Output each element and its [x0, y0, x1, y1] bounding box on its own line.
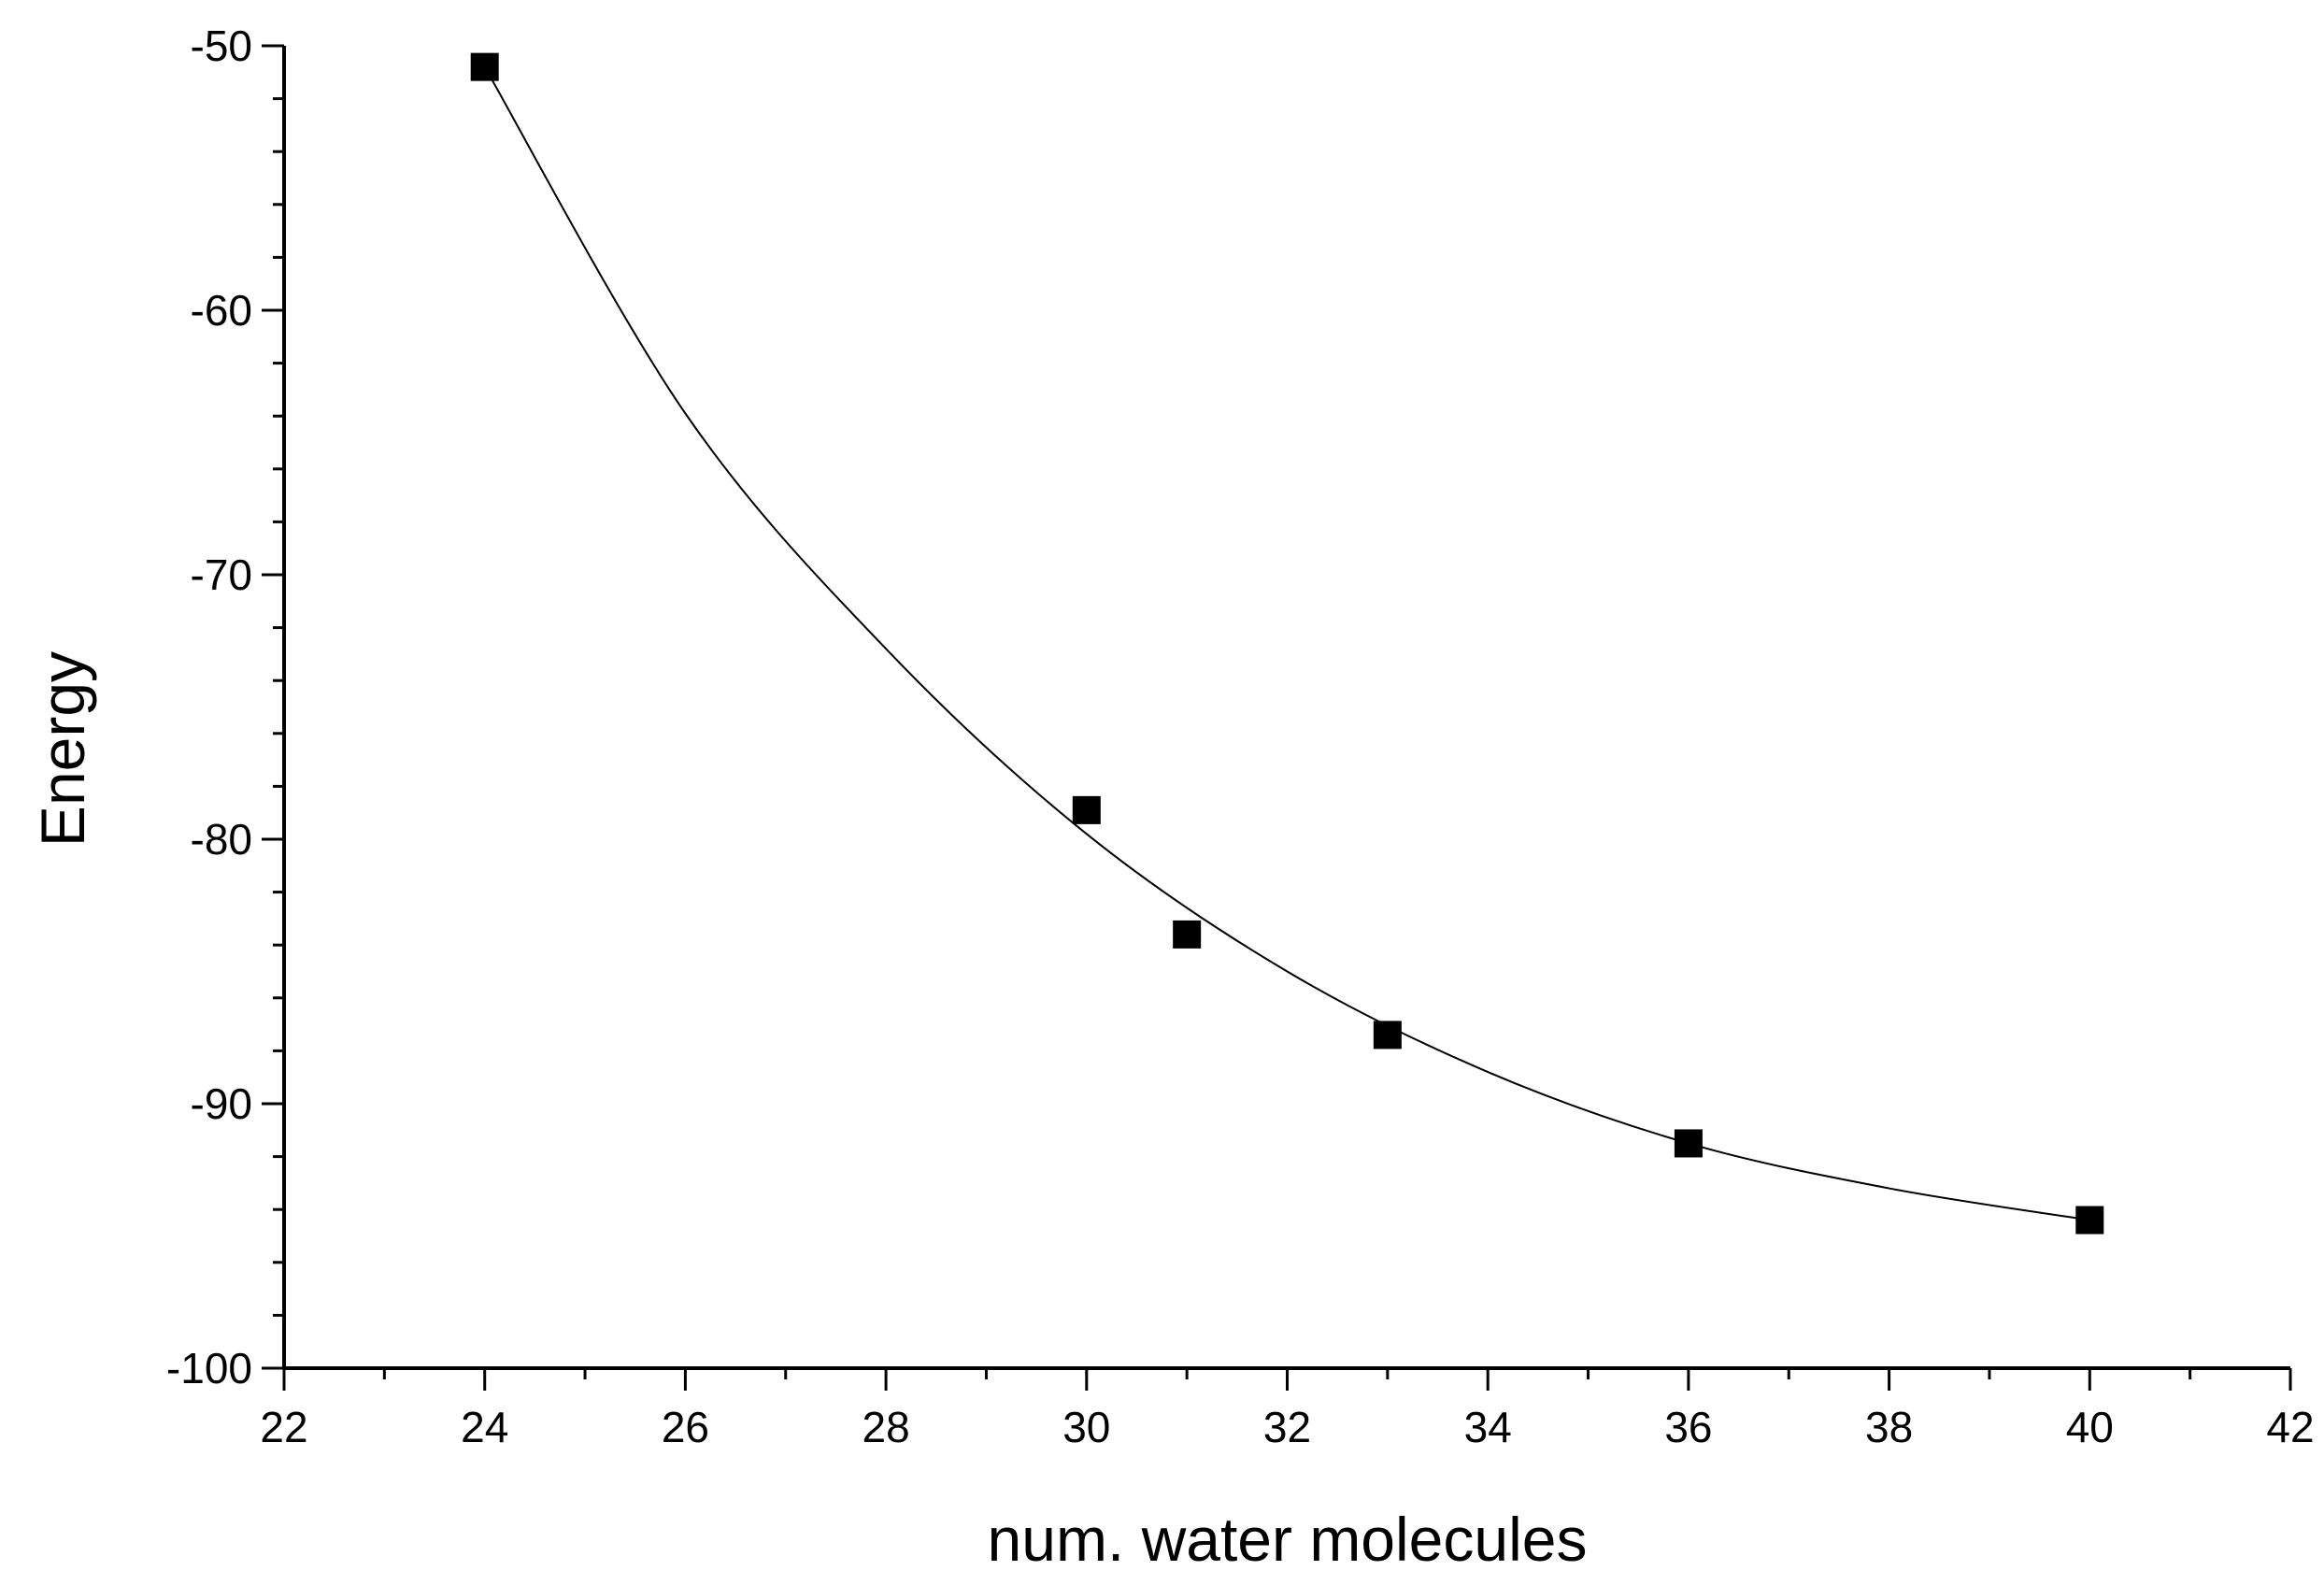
y-tick-labels: -100 -90 -80 -70 -60 -50: [166, 21, 252, 1392]
x-tick-label: 40: [2066, 1403, 2114, 1451]
x-tick-label: 28: [863, 1403, 910, 1451]
y-axis-title: Energy: [28, 651, 97, 847]
y-tick-label: -60: [191, 286, 252, 335]
data-point: [1173, 920, 1202, 949]
data-point: [2075, 1206, 2104, 1235]
data-point: [1072, 795, 1101, 824]
x-tick-label: 24: [461, 1403, 508, 1451]
x-tick-label: 22: [260, 1403, 307, 1451]
y-tick-label: -100: [166, 1344, 252, 1392]
y-tick-label: -70: [191, 550, 252, 599]
data-point: [1674, 1129, 1703, 1158]
y-tick-label: -50: [191, 21, 252, 70]
x-tick-label: 26: [662, 1403, 709, 1451]
y-tick-label: -80: [191, 815, 252, 864]
x-tick-label: 42: [2266, 1403, 2314, 1451]
x-tick-label: 38: [1865, 1403, 1913, 1451]
x-axis-title: num. water molecules: [988, 1505, 1588, 1574]
major-ticks: [262, 44, 2292, 1391]
minor-ticks: [273, 97, 2192, 1379]
x-tick-label: 36: [1664, 1403, 1712, 1451]
fit-curve: [483, 66, 2090, 1221]
y-tick-label: -90: [191, 1079, 252, 1128]
x-tick-labels: 22 24 26 28 30 32 34 36 38 40 42: [260, 1403, 2314, 1451]
data-point: [470, 52, 499, 81]
data-point: [1373, 1021, 1402, 1050]
data-markers: [470, 52, 2104, 1235]
x-tick-label: 30: [1062, 1403, 1110, 1451]
x-tick-label: 34: [1464, 1403, 1512, 1451]
x-tick-label: 32: [1263, 1403, 1311, 1451]
